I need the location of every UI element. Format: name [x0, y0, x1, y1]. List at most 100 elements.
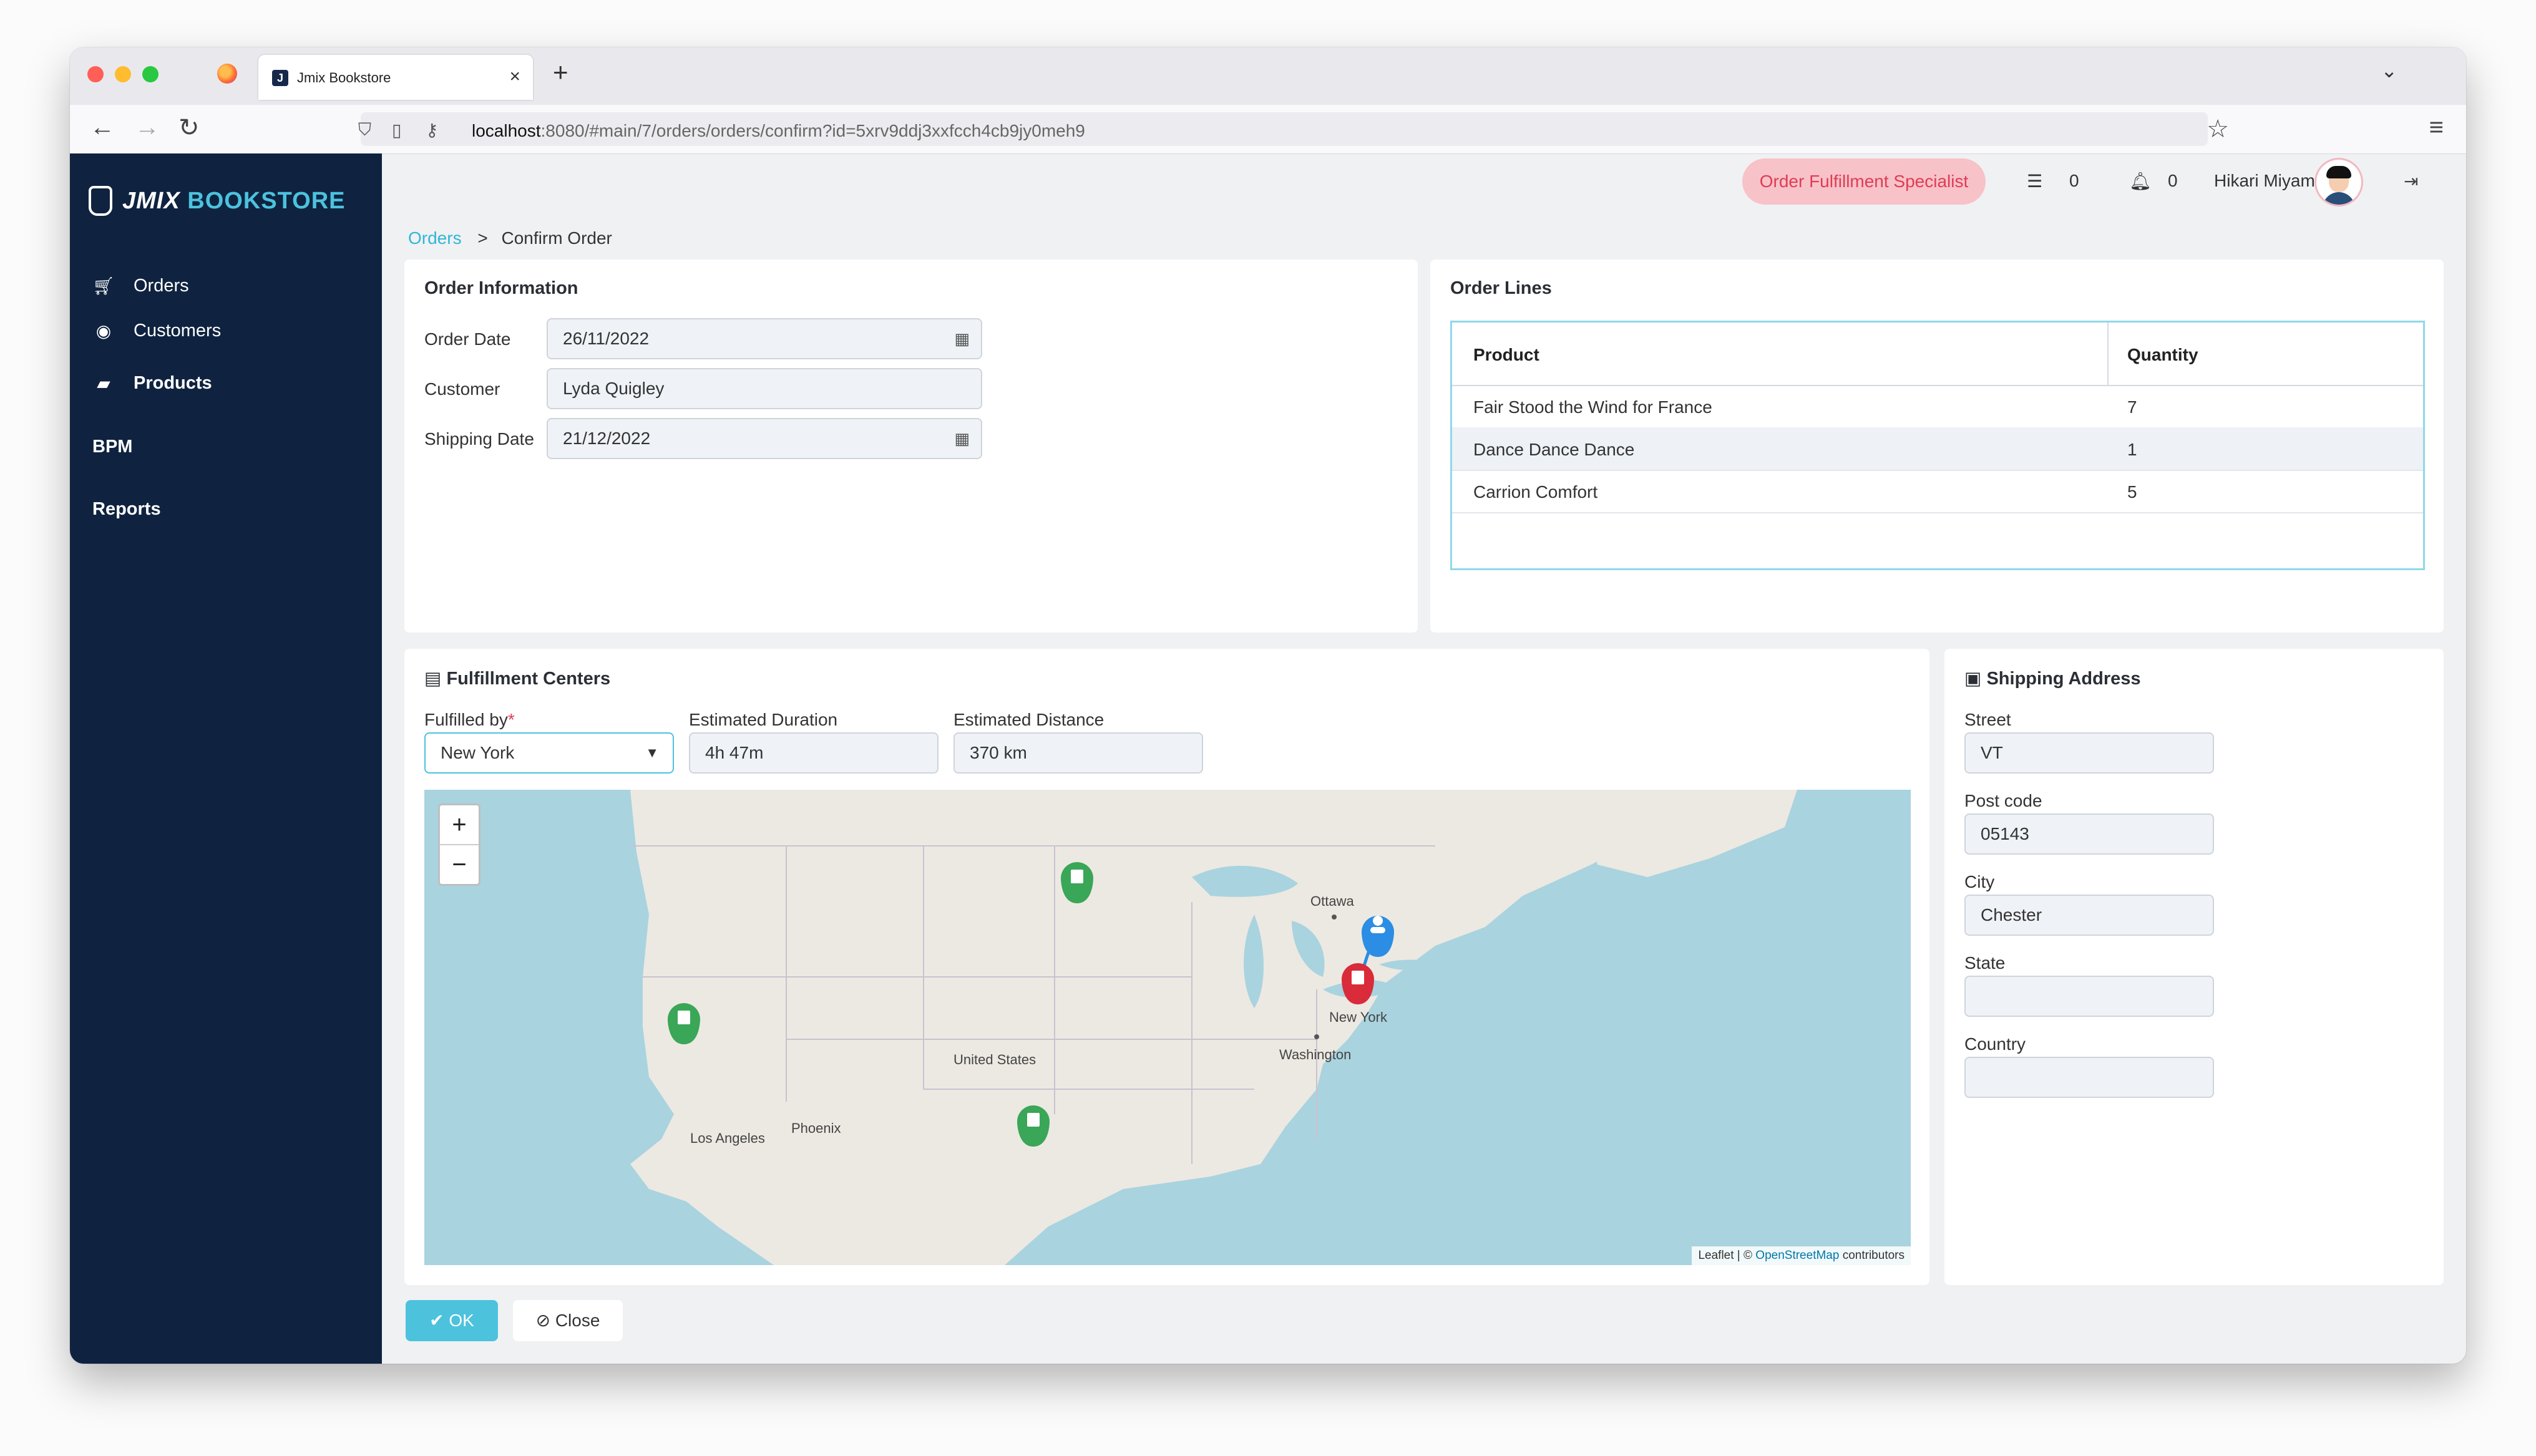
column-header-quantity[interactable]: Quantity [2127, 345, 2198, 364]
fulfillment-center-marker-green-2[interactable] [668, 1002, 700, 1044]
browser-tab-bar: J Jmix Bookstore × + ⌄ [70, 47, 2466, 105]
shipping-date-label: Shipping Date [424, 429, 534, 449]
estimated-duration-field[interactable]: 4h 47m [689, 732, 939, 774]
fulfillment-map[interactable]: Ottawa New York Washington United States… [424, 790, 1911, 1265]
openstreetmap-link[interactable]: OpenStreetMap [1755, 1249, 1840, 1262]
sidebar-section-reports[interactable]: Reports [92, 499, 161, 519]
app: JMIX BOOKSTORE 🛒︎ Orders ◉ Customers ▰ P… [70, 153, 2466, 1364]
panel-title: Order Lines [1450, 278, 1552, 298]
breadcrumb-separator: > [477, 228, 488, 248]
street-field[interactable]: VT [1964, 732, 2214, 774]
postcode-field[interactable]: 05143 [1964, 813, 2214, 855]
forward-arrow-icon[interactable]: → [135, 114, 160, 141]
fulfillment-center-marker-green-3[interactable] [1017, 1105, 1050, 1147]
task-count: 0 [2069, 171, 2079, 190]
check-icon: ✔ [429, 1311, 444, 1330]
table-row[interactable]: Fair Stood the Wind for France 7 [1452, 385, 2423, 429]
sidebar-item-customers[interactable]: ◉ Customers [92, 321, 221, 341]
country-label: Country [1964, 1034, 2026, 1054]
table-row[interactable]: Dance Dance Dance 1 [1452, 427, 2423, 471]
calendar-icon[interactable]: ▦ [954, 429, 970, 448]
breadcrumb-orders-link[interactable]: Orders [408, 228, 462, 248]
shipping-date-field[interactable]: 21/12/2022 ▦ [547, 418, 982, 459]
country-field[interactable] [1964, 1057, 2214, 1098]
table-header: Product Quantity [1452, 323, 2423, 386]
order-date-label: Order Date [424, 329, 511, 349]
map-label-los-angeles: Los Angeles [690, 1130, 765, 1146]
estimated-duration-label: Estimated Duration [689, 710, 838, 729]
ok-button[interactable]: ✔ OK [406, 1300, 498, 1341]
jmix-logo-icon [89, 186, 112, 216]
shield-icon[interactable]: ⛉ [358, 120, 372, 139]
table-row[interactable]: Carrion Comfort 5 [1452, 470, 2423, 513]
column-header-product[interactable]: Product [1473, 345, 1539, 364]
estimated-distance-field[interactable]: 370 km [953, 732, 1203, 774]
tab-list-chevron-icon[interactable]: ⌄ [2381, 59, 2397, 82]
url-bar[interactable]: ⛉ ▯ ⚷ localhost:8080/#main/7/orders/orde… [358, 112, 2229, 146]
fulfillment-centers-panel: ▤ Fulfillment Centers Fulfilled by* New … [404, 649, 1929, 1285]
role-badge[interactable]: Order Fulfillment Specialist [1742, 158, 1986, 205]
fulfilled-by-select[interactable]: New York ▼ [424, 732, 674, 774]
map-label-ottawa: Ottawa [1310, 893, 1354, 909]
key-icon[interactable]: ⚷ [426, 120, 439, 140]
fulfilled-by-label: Fulfilled by [424, 710, 508, 729]
window-close-button[interactable] [87, 66, 104, 82]
street-label: Street [1964, 710, 2011, 729]
url-text[interactable]: localhost:8080/#main/7/orders/orders/con… [472, 121, 1085, 140]
fulfillment-center-marker-green-1[interactable] [1061, 862, 1093, 903]
zoom-out-button[interactable]: − [452, 851, 467, 878]
sidebar-item-orders[interactable]: 🛒︎ Orders [92, 276, 189, 296]
page-icon: ▯ [392, 120, 402, 140]
order-date-field[interactable]: 26/11/2022 ▦ [547, 318, 982, 359]
cart-icon: 🛒︎ [92, 276, 115, 296]
sidebar-section-bpm[interactable]: BPM [92, 437, 133, 457]
hamburger-menu-icon[interactable]: ≡ [2429, 114, 2444, 141]
customer-label: Customer [424, 379, 500, 399]
new-tab-button[interactable]: + [553, 57, 568, 87]
map-zoom-control: + − [438, 803, 480, 886]
task-list-icon[interactable]: ☰ [2027, 172, 2043, 191]
breadcrumb: Orders > Confirm Order [408, 228, 612, 248]
panel-title: Shipping Address [1986, 669, 2141, 689]
bookmark-star-icon[interactable]: ☆ [2207, 115, 2229, 143]
shipping-address-panel: ▣ Shipping Address Street VT Post code 0… [1944, 649, 2444, 1285]
panel-title: Order Information [424, 278, 578, 298]
customer-location-marker[interactable] [1362, 916, 1394, 957]
calendar-icon[interactable]: ▦ [954, 329, 970, 348]
browser-tab[interactable]: J Jmix Bookstore × [258, 55, 533, 100]
order-lines-panel: Order Lines Product Quantity Fair Stood … [1430, 260, 2444, 633]
map-label-new-york: New York [1329, 1009, 1387, 1025]
reload-icon[interactable]: ↻ [178, 114, 200, 142]
window-zoom-button[interactable] [142, 66, 158, 82]
selected-center-marker-red[interactable] [1342, 963, 1374, 1004]
sidebar-item-products[interactable]: ▰ Products [92, 373, 212, 394]
city-label: City [1964, 872, 1995, 891]
map-icon: ▤ [424, 669, 442, 689]
state-label: State [1964, 953, 2006, 973]
notification-count: 0 [2168, 171, 2178, 190]
chevron-down-icon[interactable]: ▼ [645, 745, 659, 760]
address-card-icon: ▣ [1964, 669, 1982, 689]
bell-icon[interactable]: 🔔︎ [2129, 172, 2152, 191]
panel-title: Fulfillment Centers [446, 669, 611, 689]
customer-field[interactable]: Lyda Quigley [547, 368, 982, 409]
tab-title: Jmix Bookstore [297, 70, 391, 85]
order-lines-table[interactable]: Product Quantity Fair Stood the Wind for… [1450, 321, 2425, 570]
back-arrow-icon[interactable]: ← [90, 114, 115, 141]
browser-nav-bar: ← → ↻ ⛉ ▯ ⚷ localhost:8080/#main/7/order… [70, 105, 2466, 154]
main-content: Order Fulfillment Specialist ☰ 0 🔔︎ 0 Hi… [382, 153, 2466, 1364]
logout-icon[interactable]: ⇥ [2404, 172, 2419, 191]
city-field[interactable]: Chester [1964, 895, 2214, 936]
map-label-united-states: United States [953, 1052, 1036, 1067]
sidebar: JMIX BOOKSTORE 🛒︎ Orders ◉ Customers ▰ P… [70, 153, 382, 1364]
zoom-in-button[interactable]: + [440, 805, 479, 845]
avatar[interactable] [2316, 160, 2361, 205]
user-name[interactable]: Hikari Miyama [2214, 171, 2325, 190]
close-button[interactable]: ⊘ Close [513, 1300, 623, 1341]
book-icon: ▰ [97, 374, 110, 393]
state-field[interactable] [1964, 976, 2214, 1017]
window-minimize-button[interactable] [115, 66, 131, 82]
map-label-phoenix: Phoenix [791, 1120, 841, 1136]
tab-close-icon[interactable]: × [509, 66, 520, 87]
app-logo[interactable]: JMIX BOOKSTORE [89, 186, 345, 216]
